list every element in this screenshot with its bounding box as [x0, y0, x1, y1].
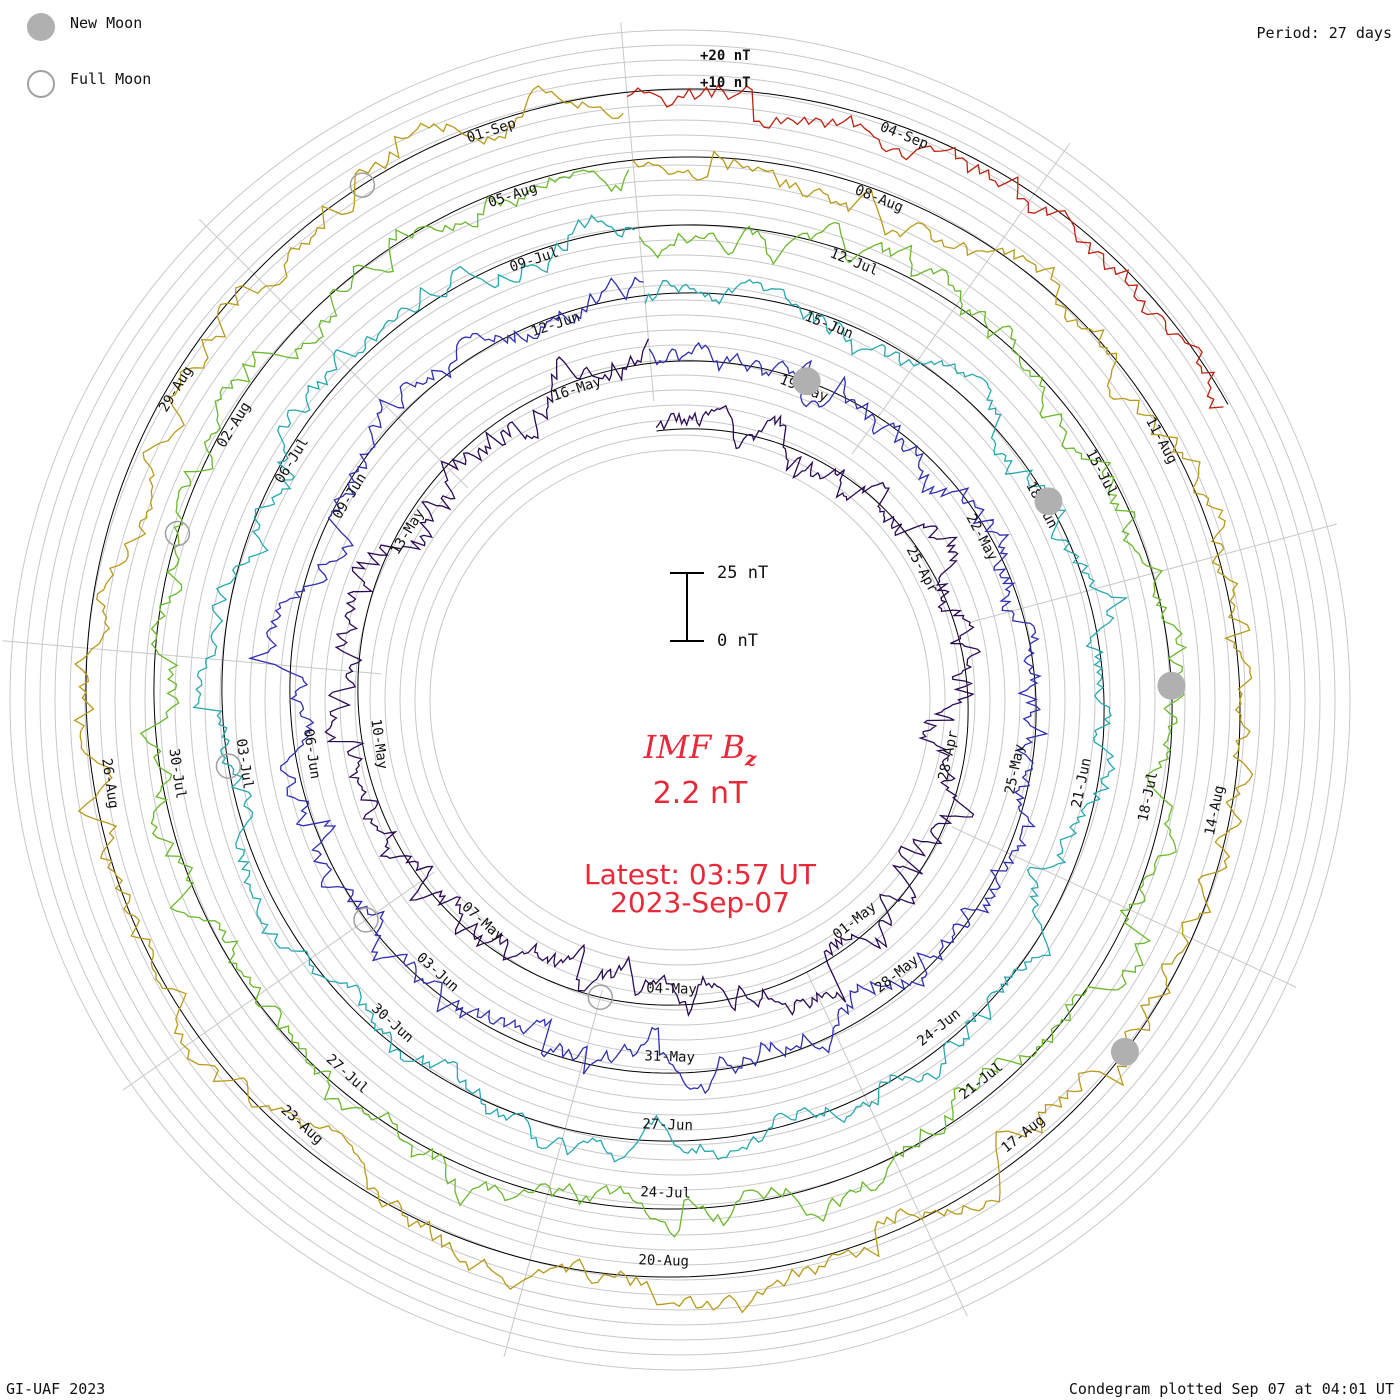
date-label: 24-Jul — [640, 1184, 691, 1201]
date-label: 02-Aug — [214, 399, 254, 450]
bz-series-2 — [247, 276, 1049, 1095]
grid-spoke — [198, 218, 469, 489]
full-moon-marker — [164, 520, 191, 547]
grid-circle — [414, 434, 946, 966]
chart-title: IMF Bz — [0, 728, 1400, 770]
date-label: 03-Jul — [233, 738, 256, 790]
chart-title-sub: z — [744, 746, 757, 771]
scale-10-label: +10 nT — [700, 75, 751, 91]
grid-circle — [354, 374, 1006, 1026]
grid-circle — [9, 29, 1351, 1371]
full-moon-legend-icon — [27, 70, 55, 98]
date-label: 30-Jul — [165, 748, 188, 800]
chart-title-main: IMF B — [643, 728, 745, 766]
date-label: 09-Jul — [508, 245, 561, 276]
bz-series-6 — [626, 84, 1224, 409]
scale-20-label: +20 nT — [700, 48, 751, 64]
full-moon-marker — [215, 753, 242, 779]
full-moon-marker — [353, 907, 379, 933]
date-label: 05-Aug — [486, 180, 539, 211]
bz-series-4 — [139, 169, 1188, 1238]
new-moon-marker — [1157, 671, 1186, 700]
grid-circle — [189, 209, 1171, 1191]
full-moon-legend-label: Full Moon — [70, 70, 152, 88]
grid-spoke — [122, 871, 435, 1091]
date-label: 03-Jun — [413, 950, 461, 996]
new-moon-legend-label: New Moon — [70, 14, 143, 32]
grid-spoke — [969, 523, 1337, 623]
grid-circle — [174, 194, 1186, 1206]
grid-circle — [69, 89, 1291, 1311]
scale-bar — [670, 572, 704, 642]
baseline-spiral — [85, 88, 1241, 1278]
full-moon-marker — [349, 172, 376, 198]
date-label: 13-May — [388, 506, 428, 557]
grid-spoke — [951, 826, 1297, 988]
grid-circle — [249, 269, 1111, 1131]
grid-circle — [54, 74, 1306, 1326]
date-label: 06-Jun — [300, 728, 323, 780]
grid-circle — [39, 59, 1321, 1341]
grid-circle — [264, 284, 1096, 1116]
grid-circle — [24, 44, 1336, 1356]
period-label: Period: 27 days — [1256, 24, 1392, 42]
series-layer — [73, 84, 1254, 1314]
date-label: 28-May — [872, 952, 922, 996]
grid-circle — [429, 449, 931, 951]
full-moon-marker — [587, 984, 614, 1011]
new-moon-legend-icon — [27, 13, 55, 41]
new-moon-marker — [1110, 1037, 1139, 1066]
new-moon-marker — [1034, 487, 1063, 516]
grid-circle — [309, 329, 1051, 1071]
grid-layer — [2, 22, 1351, 1371]
grid-circle — [144, 164, 1216, 1236]
new-moon-marker — [792, 367, 821, 396]
date-label: 10-May — [367, 718, 390, 770]
scale-bar-bottom-label: 0 nT — [717, 631, 758, 651]
moon-layer — [164, 172, 1186, 1066]
grid-circle — [384, 404, 976, 996]
grid-spoke — [2, 640, 382, 675]
bz-series-5 — [73, 85, 1254, 1314]
grid-spoke — [620, 22, 655, 402]
bz-series-1 — [324, 338, 982, 1017]
grid-circle — [99, 119, 1261, 1281]
grid-circle — [369, 389, 991, 1011]
date-label: 31-May — [644, 1048, 695, 1065]
date-label: 20-Aug — [638, 1252, 689, 1269]
bz-series-3 — [192, 214, 1129, 1163]
latest-date: 2023-Sep-07 — [610, 886, 790, 919]
grid-circle — [159, 179, 1201, 1221]
grid-circle — [129, 149, 1231, 1251]
scale-bar-top-label: 25 nT — [717, 563, 769, 583]
date-label: 22-May — [962, 511, 1000, 563]
footer-plotted: Condegram plotted Sep 07 at 04:01 UT — [1068, 1380, 1394, 1398]
latest-time: Latest: 03:57 UT — [583, 858, 817, 891]
grid-circle — [114, 134, 1246, 1266]
date-label: 27-Jun — [642, 1116, 693, 1133]
date-label: 26-Aug — [98, 757, 121, 809]
grid-spoke — [851, 142, 1071, 455]
grid-circle — [219, 239, 1141, 1161]
date-label: 04-May — [646, 980, 697, 997]
grid-spoke — [503, 989, 603, 1357]
footer-credit: GI-UAF 2023 — [6, 1380, 106, 1398]
grid-circle — [279, 299, 1081, 1101]
grid-circle — [234, 254, 1126, 1146]
current-value: 2.2 nT — [652, 776, 748, 811]
